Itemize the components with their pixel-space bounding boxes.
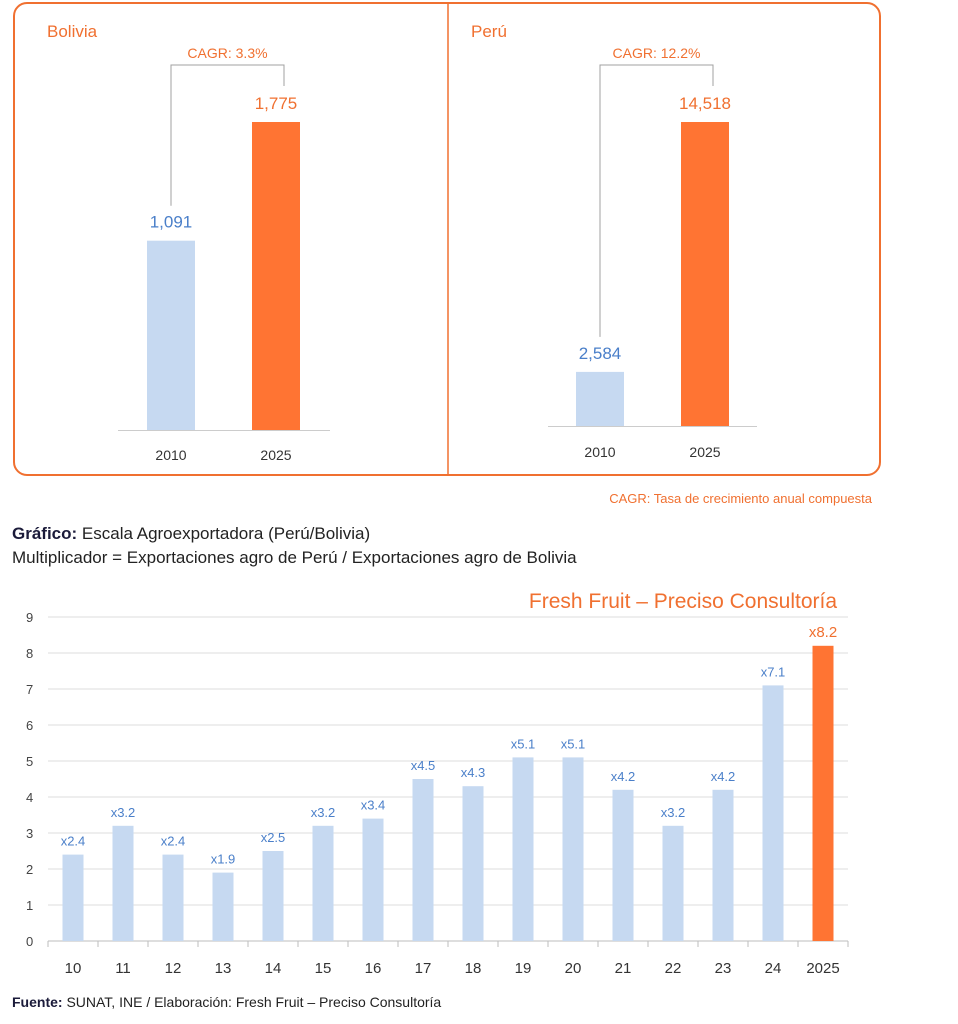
x-tick-label-15: 15	[315, 960, 332, 977]
bar-11	[112, 825, 134, 941]
bolivia-year-label-2025: 2025	[260, 447, 291, 463]
data-label-19: x5.1	[511, 736, 536, 751]
bar-18	[462, 786, 484, 941]
peru-cagr-bracket	[599, 64, 714, 337]
data-label-17: x4.5	[411, 758, 436, 773]
y-tick-label-0: 0	[26, 934, 33, 949]
data-label-23: x4.2	[711, 769, 736, 784]
data-label-15: x3.2	[311, 805, 336, 820]
peru-value-label-2010: 2,584	[579, 344, 622, 363]
bar-10	[62, 854, 84, 941]
y-tick-label-3: 3	[26, 826, 33, 841]
x-tick-label-12: 12	[165, 960, 182, 977]
source-note: Fuente: SUNAT, INE / Elaboración: Fresh …	[12, 994, 441, 1010]
x-tick-label-16: 16	[365, 960, 382, 977]
bar-17	[412, 779, 434, 941]
y-tick-label-7: 7	[26, 682, 33, 697]
chart-title: Fresh Fruit – Preciso Consultoría	[529, 590, 837, 613]
cagr-footnote: CAGR: Tasa de crecimiento anual compuest…	[609, 491, 872, 506]
y-tick-label-8: 8	[26, 646, 33, 661]
bolivia-cagr-label: CAGR: 3.3%	[187, 45, 267, 61]
x-tick-label-24: 24	[765, 960, 782, 977]
bar-19	[512, 757, 534, 941]
x-tick-label-22: 22	[665, 960, 682, 977]
x-tick-label-2025: 2025	[806, 960, 839, 977]
peru-year-label-2010: 2010	[584, 444, 615, 460]
x-tick-label-14: 14	[265, 960, 282, 977]
bolivia-year-label-2010: 2010	[155, 447, 186, 463]
bar-14	[262, 851, 284, 941]
data-label-2025: x8.2	[809, 624, 837, 641]
x-tick-label-20: 20	[565, 960, 582, 977]
peru-panel-title: Perú	[471, 22, 507, 41]
data-label-20: x5.1	[561, 736, 586, 751]
bar-24	[762, 685, 784, 941]
bolivia-value-label-2010: 1,091	[150, 213, 193, 232]
peru-bar-2010	[576, 371, 624, 426]
data-label-10: x2.4	[61, 834, 86, 849]
bar-13	[212, 872, 234, 941]
peru-year-label-2025: 2025	[689, 444, 720, 460]
comparison-panel-frame	[13, 2, 881, 476]
x-tick-label-21: 21	[615, 960, 632, 977]
data-label-22: x3.2	[661, 805, 686, 820]
peru-cagr-label: CAGR: 12.2%	[613, 45, 701, 61]
comparison-charts: Bolivia 1,091 2010 1,775 2025 CAGR: 3.3% Perú 2…	[47, 4, 757, 474]
y-tick-label-9: 9	[26, 610, 33, 625]
bar-2025	[812, 645, 834, 941]
source-bold-label: Fuente:	[12, 994, 63, 1010]
bolivia-cagr-bracket	[170, 64, 285, 206]
bolivia-panel-title: Bolivia	[47, 22, 98, 41]
bar-20	[562, 757, 584, 941]
bar-21	[612, 789, 634, 941]
x-tick-label-10: 10	[65, 960, 82, 977]
bar-16	[362, 818, 384, 941]
chart-caption-title: Gráfico: Escala Agroexportadora (Perú/Bo…	[12, 524, 370, 544]
bar-23	[712, 789, 734, 941]
data-label-13: x1.9	[211, 852, 236, 867]
x-tick-label-23: 23	[715, 960, 732, 977]
x-tick-label-18: 18	[465, 960, 482, 977]
y-tick-label-6: 6	[26, 718, 33, 733]
data-label-12: x2.4	[161, 834, 186, 849]
caption-line1: Escala Agroexportadora (Perú/Bolivia)	[81, 524, 371, 543]
x-tick-label-19: 19	[515, 960, 532, 977]
caption-line2: Multiplicador = Exportaciones agro de Pe…	[12, 548, 577, 567]
peru-bar-2025	[681, 122, 729, 426]
x-tick-label-17: 17	[415, 960, 432, 977]
data-label-24: x7.1	[761, 664, 786, 679]
x-tick-label-13: 13	[215, 960, 232, 977]
y-tick-label-4: 4	[26, 790, 33, 805]
source-text: SUNAT, INE / Elaboración: Fresh Fruit – …	[66, 994, 442, 1010]
bolivia-bar-2025	[252, 122, 300, 430]
x-tick-label-11: 11	[115, 960, 131, 977]
data-label-16: x3.4	[361, 798, 386, 813]
y-tick-label-1: 1	[26, 898, 33, 913]
data-label-11: x3.2	[111, 805, 136, 820]
y-tick-label-5: 5	[26, 754, 33, 769]
y-tick-label-2: 2	[26, 862, 33, 877]
caption-bold-label: Gráfico:	[12, 524, 78, 543]
data-label-14: x2.5	[261, 830, 286, 845]
peru-value-label-2025: 14,518	[679, 94, 731, 113]
bolivia-bar-2010	[147, 240, 195, 430]
bar-15	[312, 825, 334, 941]
bolivia-value-label-2025: 1,775	[255, 94, 298, 113]
bar-22	[662, 825, 684, 941]
data-label-18: x4.3	[461, 765, 486, 780]
bar-12	[162, 854, 184, 941]
data-label-21: x4.2	[611, 769, 636, 784]
